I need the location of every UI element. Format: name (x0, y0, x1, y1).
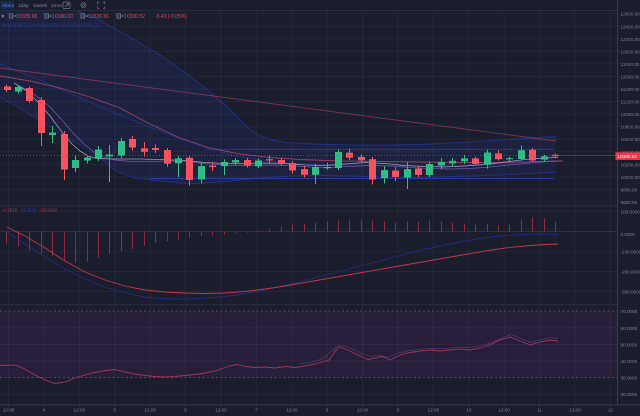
svg-text:-200.0000: -200.0000 (621, 270, 640, 276)
svg-text:=: = (85, 14, 88, 20)
svg-text:0.0000: 0.0000 (621, 232, 636, 238)
svg-text:12400.00: 12400.00 (621, 24, 640, 30)
svg-text:12:00: 12:00 (74, 408, 86, 414)
svg-text:-5.43 (-0.05%): -5.43 (-0.05%) (155, 14, 187, 20)
svg-text:12:00: 12:00 (144, 408, 156, 414)
svg-text:9: 9 (397, 408, 400, 414)
svg-text:6: 6 (184, 408, 187, 414)
svg-text:=: = (14, 14, 17, 20)
svg-text:11800.00: 11800.00 (621, 62, 640, 68)
svg-text:70.0000: 70.0000 (621, 309, 638, 315)
svg-text:12:00: 12:00 (3, 408, 15, 414)
svg-text:10330.52: 10330.52 (617, 154, 637, 160)
svg-text:10200.00: 10200.00 (621, 162, 640, 168)
svg-text:12:00: 12:00 (498, 408, 510, 414)
svg-text:MA5:10361.23 MA10:10352.90 M: MA5:10361.23 MA10:10352.90 MA30:10381.22 (2, 23, 100, 28)
svg-text:10326.56: 10326.56 (88, 14, 109, 20)
svg-text:50.0000: 50.0000 (621, 343, 638, 349)
svg-text:10335.95: 10335.95 (16, 14, 37, 20)
svg-text:12:00: 12:00 (428, 408, 440, 414)
svg-text:4hour: 4hour (2, 3, 15, 9)
svg-text:=: = (121, 14, 124, 20)
svg-text:10380.00: 10380.00 (52, 14, 73, 20)
svg-text:11200.00: 11200.00 (621, 100, 640, 106)
svg-text:12200.00: 12200.00 (621, 37, 640, 43)
svg-text:12: 12 (608, 408, 614, 414)
svg-text:9800.00: 9800.00 (621, 187, 638, 193)
svg-text:12000.00: 12000.00 (621, 49, 640, 55)
svg-text:5: 5 (113, 408, 116, 414)
svg-text:10000.00: 10000.00 (621, 175, 640, 181)
svg-text:10600.00: 10600.00 (621, 137, 640, 143)
svg-text:11600.00: 11600.00 (621, 74, 640, 80)
svg-text:=: = (49, 14, 52, 20)
svg-text:7: 7 (255, 408, 258, 414)
svg-text:40.0000: 40.0000 (621, 359, 638, 365)
svg-text:9600.00: 9600.00 (621, 200, 638, 206)
svg-text:12600.00: 12600.00 (621, 12, 640, 18)
svg-text:20.0000: 20.0000 (621, 392, 638, 398)
svg-text:60.0000: 60.0000 (621, 326, 638, 332)
svg-text:12:00: 12:00 (286, 408, 298, 414)
svg-text:11400.00: 11400.00 (621, 87, 640, 93)
svg-text:30.0000: 30.0000 (621, 376, 638, 382)
svg-text:11: 11 (537, 408, 542, 414)
svg-text:12:00: 12:00 (215, 408, 227, 414)
svg-text:10: 10 (466, 408, 472, 414)
svg-text:8: 8 (326, 408, 329, 414)
svg-text:4: 4 (43, 408, 46, 414)
svg-text:11000.00: 11000.00 (621, 112, 640, 118)
svg-text:10330.52: 10330.52 (124, 14, 145, 20)
svg-text:1day: 1day (18, 3, 29, 9)
svg-text:12:00: 12:00 (569, 408, 581, 414)
svg-text:10800.00: 10800.00 (621, 125, 640, 131)
svg-text:1mon: 1mon (51, 3, 64, 9)
svg-text:100.0000: 100.0000 (621, 210, 640, 216)
svg-text:12:00: 12:00 (357, 408, 369, 414)
svg-text:-100.0000: -100.0000 (621, 250, 640, 256)
svg-text:-300.0000: -300.0000 (621, 289, 640, 295)
svg-text:1week: 1week (33, 3, 48, 9)
